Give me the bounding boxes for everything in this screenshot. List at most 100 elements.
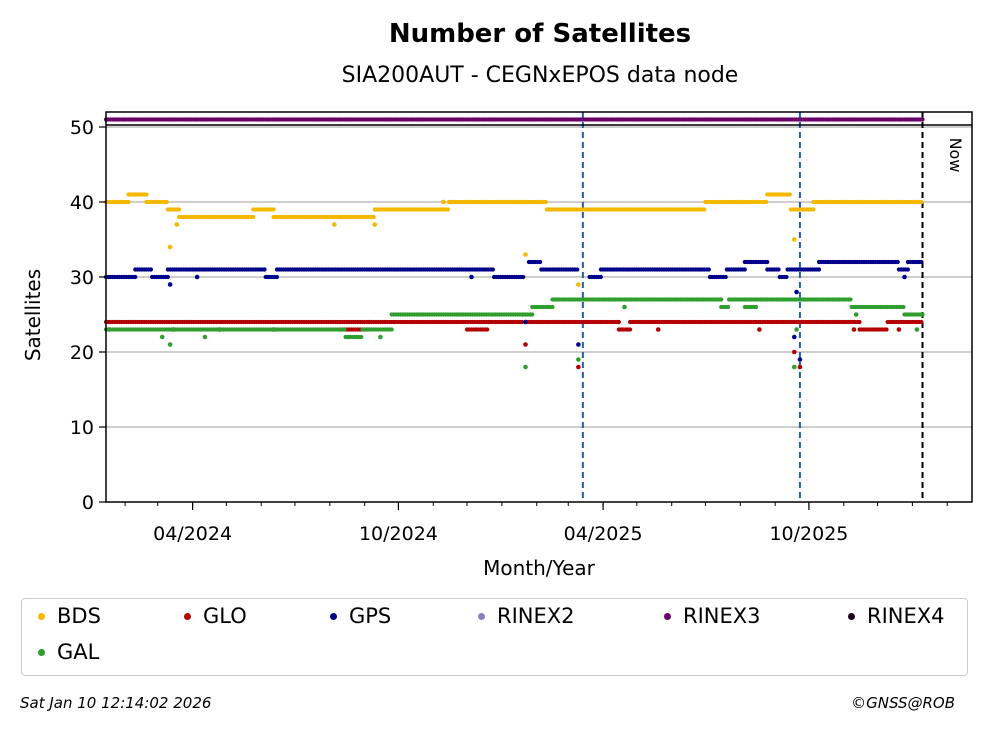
y-tick-label: 50 <box>70 117 94 139</box>
x-tick-label: 04/2024 <box>153 523 232 545</box>
timestamp-footer: Sat Jan 10 12:14:02 2026 <box>20 694 212 712</box>
data-point <box>469 274 474 280</box>
legend-swatch <box>848 612 855 620</box>
data-point <box>359 334 364 340</box>
data-point <box>901 304 906 310</box>
data-point <box>342 327 347 332</box>
data-point <box>550 304 555 310</box>
satellites-chart: Number of Satellites SIA200AUT - CEGNxEP… <box>21 19 973 580</box>
legend-label: GAL <box>57 640 100 664</box>
data-point <box>794 289 799 295</box>
series-bds <box>103 192 924 287</box>
legend-label: GPS <box>349 604 392 628</box>
y-tick-label: 20 <box>70 342 94 364</box>
y-tick-label: 30 <box>70 267 94 289</box>
data-point <box>792 364 797 370</box>
legend-item-glo: GLO <box>184 604 247 628</box>
legend-label: BDS <box>57 604 101 628</box>
data-point <box>776 267 781 272</box>
data-points <box>103 117 925 370</box>
data-point <box>490 267 495 272</box>
data-point <box>167 342 173 347</box>
legend-label: GLO <box>203 604 247 628</box>
legend-label: RINEX4 <box>867 604 945 628</box>
data-point <box>765 259 770 265</box>
legend-item-gps: GPS <box>330 604 391 628</box>
data-point <box>271 207 276 212</box>
data-point <box>895 259 900 265</box>
data-point <box>598 274 603 280</box>
data-point <box>792 334 797 340</box>
data-point <box>372 222 378 227</box>
data-point <box>857 319 862 325</box>
legend-swatch <box>330 612 337 620</box>
data-point <box>896 327 902 332</box>
copyright-footer: ©GNSS@ROB <box>851 694 955 712</box>
data-point <box>389 327 394 332</box>
legend-swatch <box>478 612 485 620</box>
data-point <box>378 334 383 340</box>
data-point <box>706 267 711 272</box>
data-point <box>920 312 925 317</box>
data-point <box>133 274 138 280</box>
data-point <box>811 207 816 212</box>
data-point <box>165 274 170 280</box>
data-point <box>371 214 376 220</box>
data-point <box>784 274 789 280</box>
data-point <box>148 267 154 272</box>
data-point <box>167 244 173 250</box>
x-axis-label: Month/Year <box>483 556 596 580</box>
data-point <box>919 319 924 325</box>
legend-swatch <box>38 612 45 620</box>
now-label: Now <box>946 138 965 173</box>
legend-item-rinex3: RINEX3 <box>664 604 761 628</box>
data-point <box>757 327 762 332</box>
data-point <box>485 327 490 332</box>
data-point <box>816 267 822 272</box>
data-point <box>655 327 661 332</box>
data-point <box>174 222 180 227</box>
data-point <box>902 274 907 280</box>
legend-item-bds: BDS <box>38 604 101 628</box>
axes: 0 10 20 30 40 50 04/2024 10/2024 04/2025 10/2025 <box>70 117 948 545</box>
data-point <box>523 319 528 325</box>
legend-item-rinex2: RINEX2 <box>478 604 575 628</box>
data-point <box>725 304 731 310</box>
legend-label: RINEX2 <box>497 604 575 628</box>
data-point <box>576 364 581 370</box>
series-gal <box>103 297 925 370</box>
series-gps <box>103 259 924 362</box>
grid-lines <box>106 126 972 428</box>
data-point <box>177 207 182 212</box>
data-point <box>848 297 853 302</box>
data-point <box>742 267 747 272</box>
data-point <box>719 297 724 302</box>
x-tick-label: 10/2024 <box>359 523 438 545</box>
data-point <box>723 274 728 280</box>
data-point <box>126 199 131 205</box>
legend-swatch <box>184 612 191 620</box>
legend: BDS GLO GPS RINEX2 RINEX3 RINEX4 GAL <box>21 598 968 676</box>
legend-item-rinex4: RINEX4 <box>848 604 945 628</box>
legend-swatch <box>664 612 671 620</box>
data-point <box>797 364 803 370</box>
data-point <box>274 274 280 280</box>
data-point <box>159 334 165 340</box>
data-point <box>194 274 200 280</box>
data-point <box>753 304 759 310</box>
data-point <box>538 259 543 265</box>
data-point <box>851 327 857 332</box>
legend-swatch <box>38 648 45 656</box>
data-point <box>332 222 337 227</box>
data-point <box>792 237 797 242</box>
legend-item-gal: GAL <box>38 640 99 664</box>
y-tick-label: 40 <box>70 192 94 214</box>
data-point <box>920 117 925 122</box>
data-point <box>787 192 792 197</box>
data-point <box>576 357 581 362</box>
data-point <box>764 199 769 205</box>
data-point <box>853 312 859 317</box>
data-point <box>520 319 525 325</box>
data-point <box>530 312 535 317</box>
data-point <box>792 349 797 355</box>
